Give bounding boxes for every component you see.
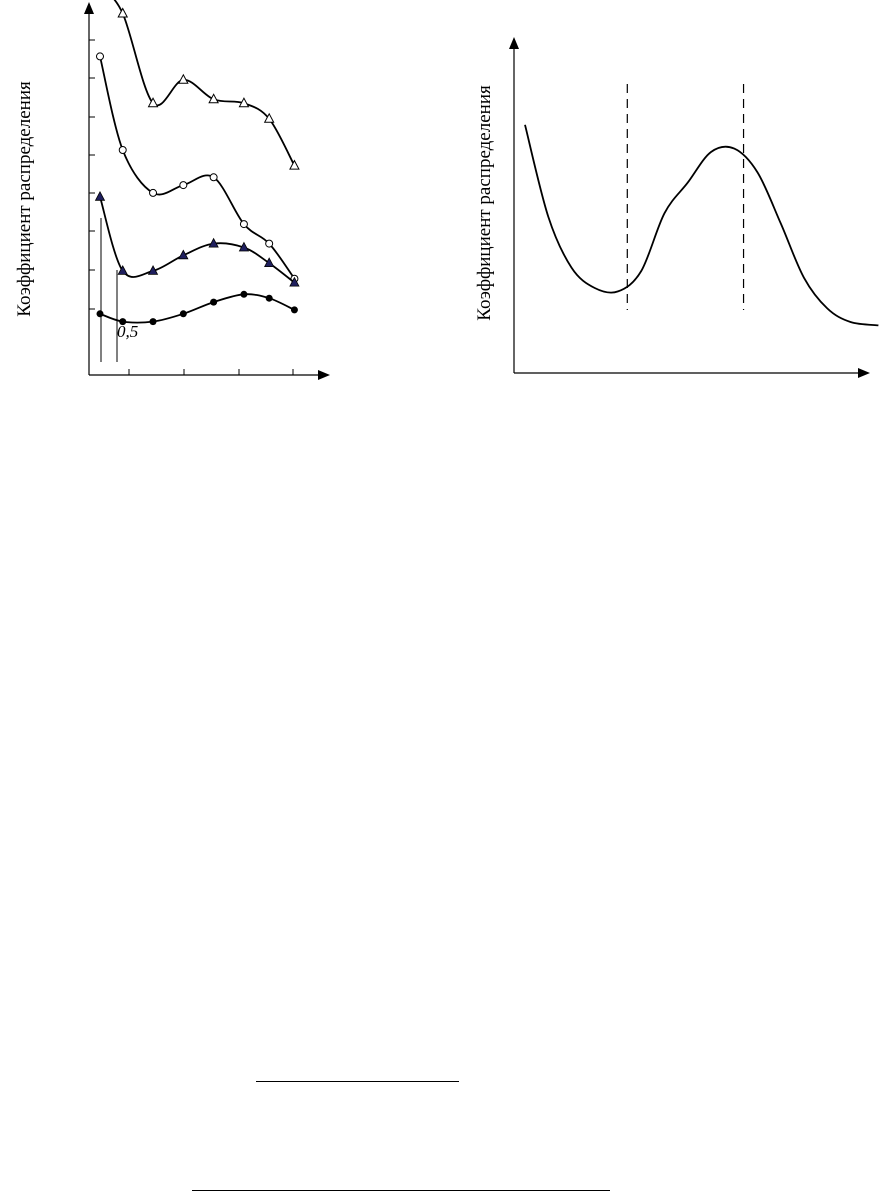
- left-chart-svg: [84, 0, 330, 380]
- x-axis-arrow: [318, 370, 330, 380]
- data-point-s3-7: [264, 257, 275, 268]
- data-point-s4-3: [149, 318, 157, 326]
- data-point-s2-3: [149, 188, 158, 197]
- data-point-s4-4: [179, 310, 187, 318]
- data-point-s2-7: [265, 239, 274, 248]
- horizontal-rule-1: [256, 1081, 459, 1082]
- data-point-s2-2: [118, 146, 127, 154]
- series-line-4: [99, 293, 295, 324]
- data-point-s1-7: [263, 112, 275, 123]
- data-point-s2-6: [239, 220, 248, 229]
- data-point-s3-2: [117, 265, 128, 275]
- left-chart-panel: Коэффициент распределения 0,5: [0, 0, 440, 400]
- data-point-s3-1: [94, 190, 106, 201]
- data-point-s4-6: [240, 290, 248, 298]
- series-line-1: [113, 0, 296, 167]
- data-point-s1-8: [289, 159, 300, 170]
- data-point-s1-3: [147, 97, 159, 108]
- x-axis-arrow: [858, 368, 870, 378]
- data-point-s2-4: [179, 181, 188, 190]
- annotation-0-5: 0,5: [117, 322, 139, 341]
- data-point-s4-8: [290, 306, 298, 314]
- data-point-s1-6: [238, 97, 250, 108]
- data-point-s1-5: [208, 93, 219, 104]
- data-point-s3-4: [178, 249, 189, 260]
- data-point-s3-3: [147, 265, 159, 275]
- data-point-s3-5: [208, 237, 219, 248]
- data-point-s3-8: [289, 276, 300, 287]
- series-line-2: [99, 56, 296, 280]
- series-line-1: [524, 124, 879, 327]
- data-point-s2-1: [96, 52, 104, 61]
- data-point-s1-2: [117, 7, 129, 18]
- data-point-s4-5: [210, 298, 218, 306]
- data-point-s3-6: [238, 241, 250, 252]
- right-chart-svg: [509, 37, 879, 378]
- y-axis-arrow: [84, 2, 94, 14]
- data-point-s4-1: [96, 310, 104, 318]
- y-axis-arrow: [509, 37, 519, 49]
- data-point-s2-5: [209, 173, 218, 182]
- right-chart-panel: Коэффициент распределения: [450, 0, 893, 400]
- data-point-s4-7: [265, 294, 273, 302]
- data-point-s1-4: [177, 73, 189, 84]
- data-point-s4-2: [119, 318, 127, 326]
